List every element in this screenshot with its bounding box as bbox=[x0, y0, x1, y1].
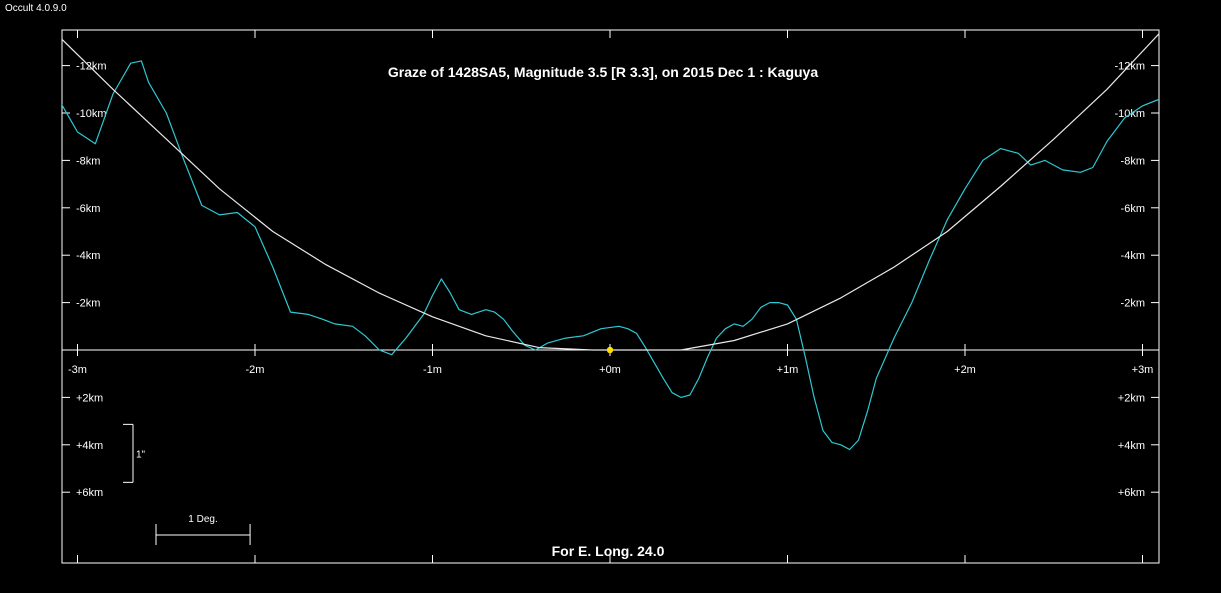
x-tick-label: +1m bbox=[777, 364, 799, 376]
x-tick-label: -2m bbox=[246, 364, 265, 376]
y-tick-label-left: -2km bbox=[76, 298, 100, 310]
center-point-marker bbox=[606, 346, 614, 354]
y-tick-label-right: -6km bbox=[1121, 203, 1145, 215]
scale-bar-vertical-label: 1" bbox=[136, 449, 146, 460]
x-tick-label: +3m bbox=[1132, 364, 1154, 376]
y-tick-label-left: -4km bbox=[76, 250, 100, 262]
y-tick-label-left: +6km bbox=[76, 487, 103, 499]
limb-profile-line bbox=[62, 60, 1159, 451]
chart-title: Graze of 1428SA5, Magnitude 3.5 [R 3.3],… bbox=[388, 64, 818, 80]
y-tick-label-left: -12km bbox=[76, 61, 107, 73]
y-tick-label-left: +4km bbox=[76, 440, 103, 452]
y-tick-label-right: +2km bbox=[1118, 392, 1145, 404]
chart-footer: For E. Long. 24.0 bbox=[552, 543, 665, 559]
x-tick-label: -3m bbox=[68, 364, 87, 376]
y-tick-label-left: -10km bbox=[76, 108, 107, 120]
axes-layer: -3m -2m -1m +0m +1m +2m +3m-12km -12km-10km -10k… bbox=[62, 30, 1159, 563]
graze-curve-line bbox=[62, 32, 1159, 351]
y-tick-label-right: -12km bbox=[1114, 61, 1145, 73]
plot-frame bbox=[61, 29, 1160, 564]
y-tick-label-right: +6km bbox=[1118, 487, 1145, 499]
scale-bar-horizontal-label: 1 Deg. bbox=[188, 514, 217, 525]
marks-layer: 1" 1 Deg. bbox=[62, 32, 1159, 545]
y-tick-label-right: -2km bbox=[1121, 298, 1145, 310]
x-tick-label: +2m bbox=[954, 364, 976, 376]
app-title: Occult 4.0.9.0 bbox=[5, 3, 67, 14]
x-tick-label: -1m bbox=[423, 364, 442, 376]
y-tick-label-right: -8km bbox=[1121, 155, 1145, 167]
y-tick-label-left: -8km bbox=[76, 155, 100, 167]
y-tick-label-left: -6km bbox=[76, 203, 100, 215]
y-tick-label-right: +4km bbox=[1118, 440, 1145, 452]
y-tick-label-right: -4km bbox=[1121, 250, 1145, 262]
x-tick-label: +0m bbox=[599, 364, 621, 376]
y-tick-label-left: +2km bbox=[76, 392, 103, 404]
